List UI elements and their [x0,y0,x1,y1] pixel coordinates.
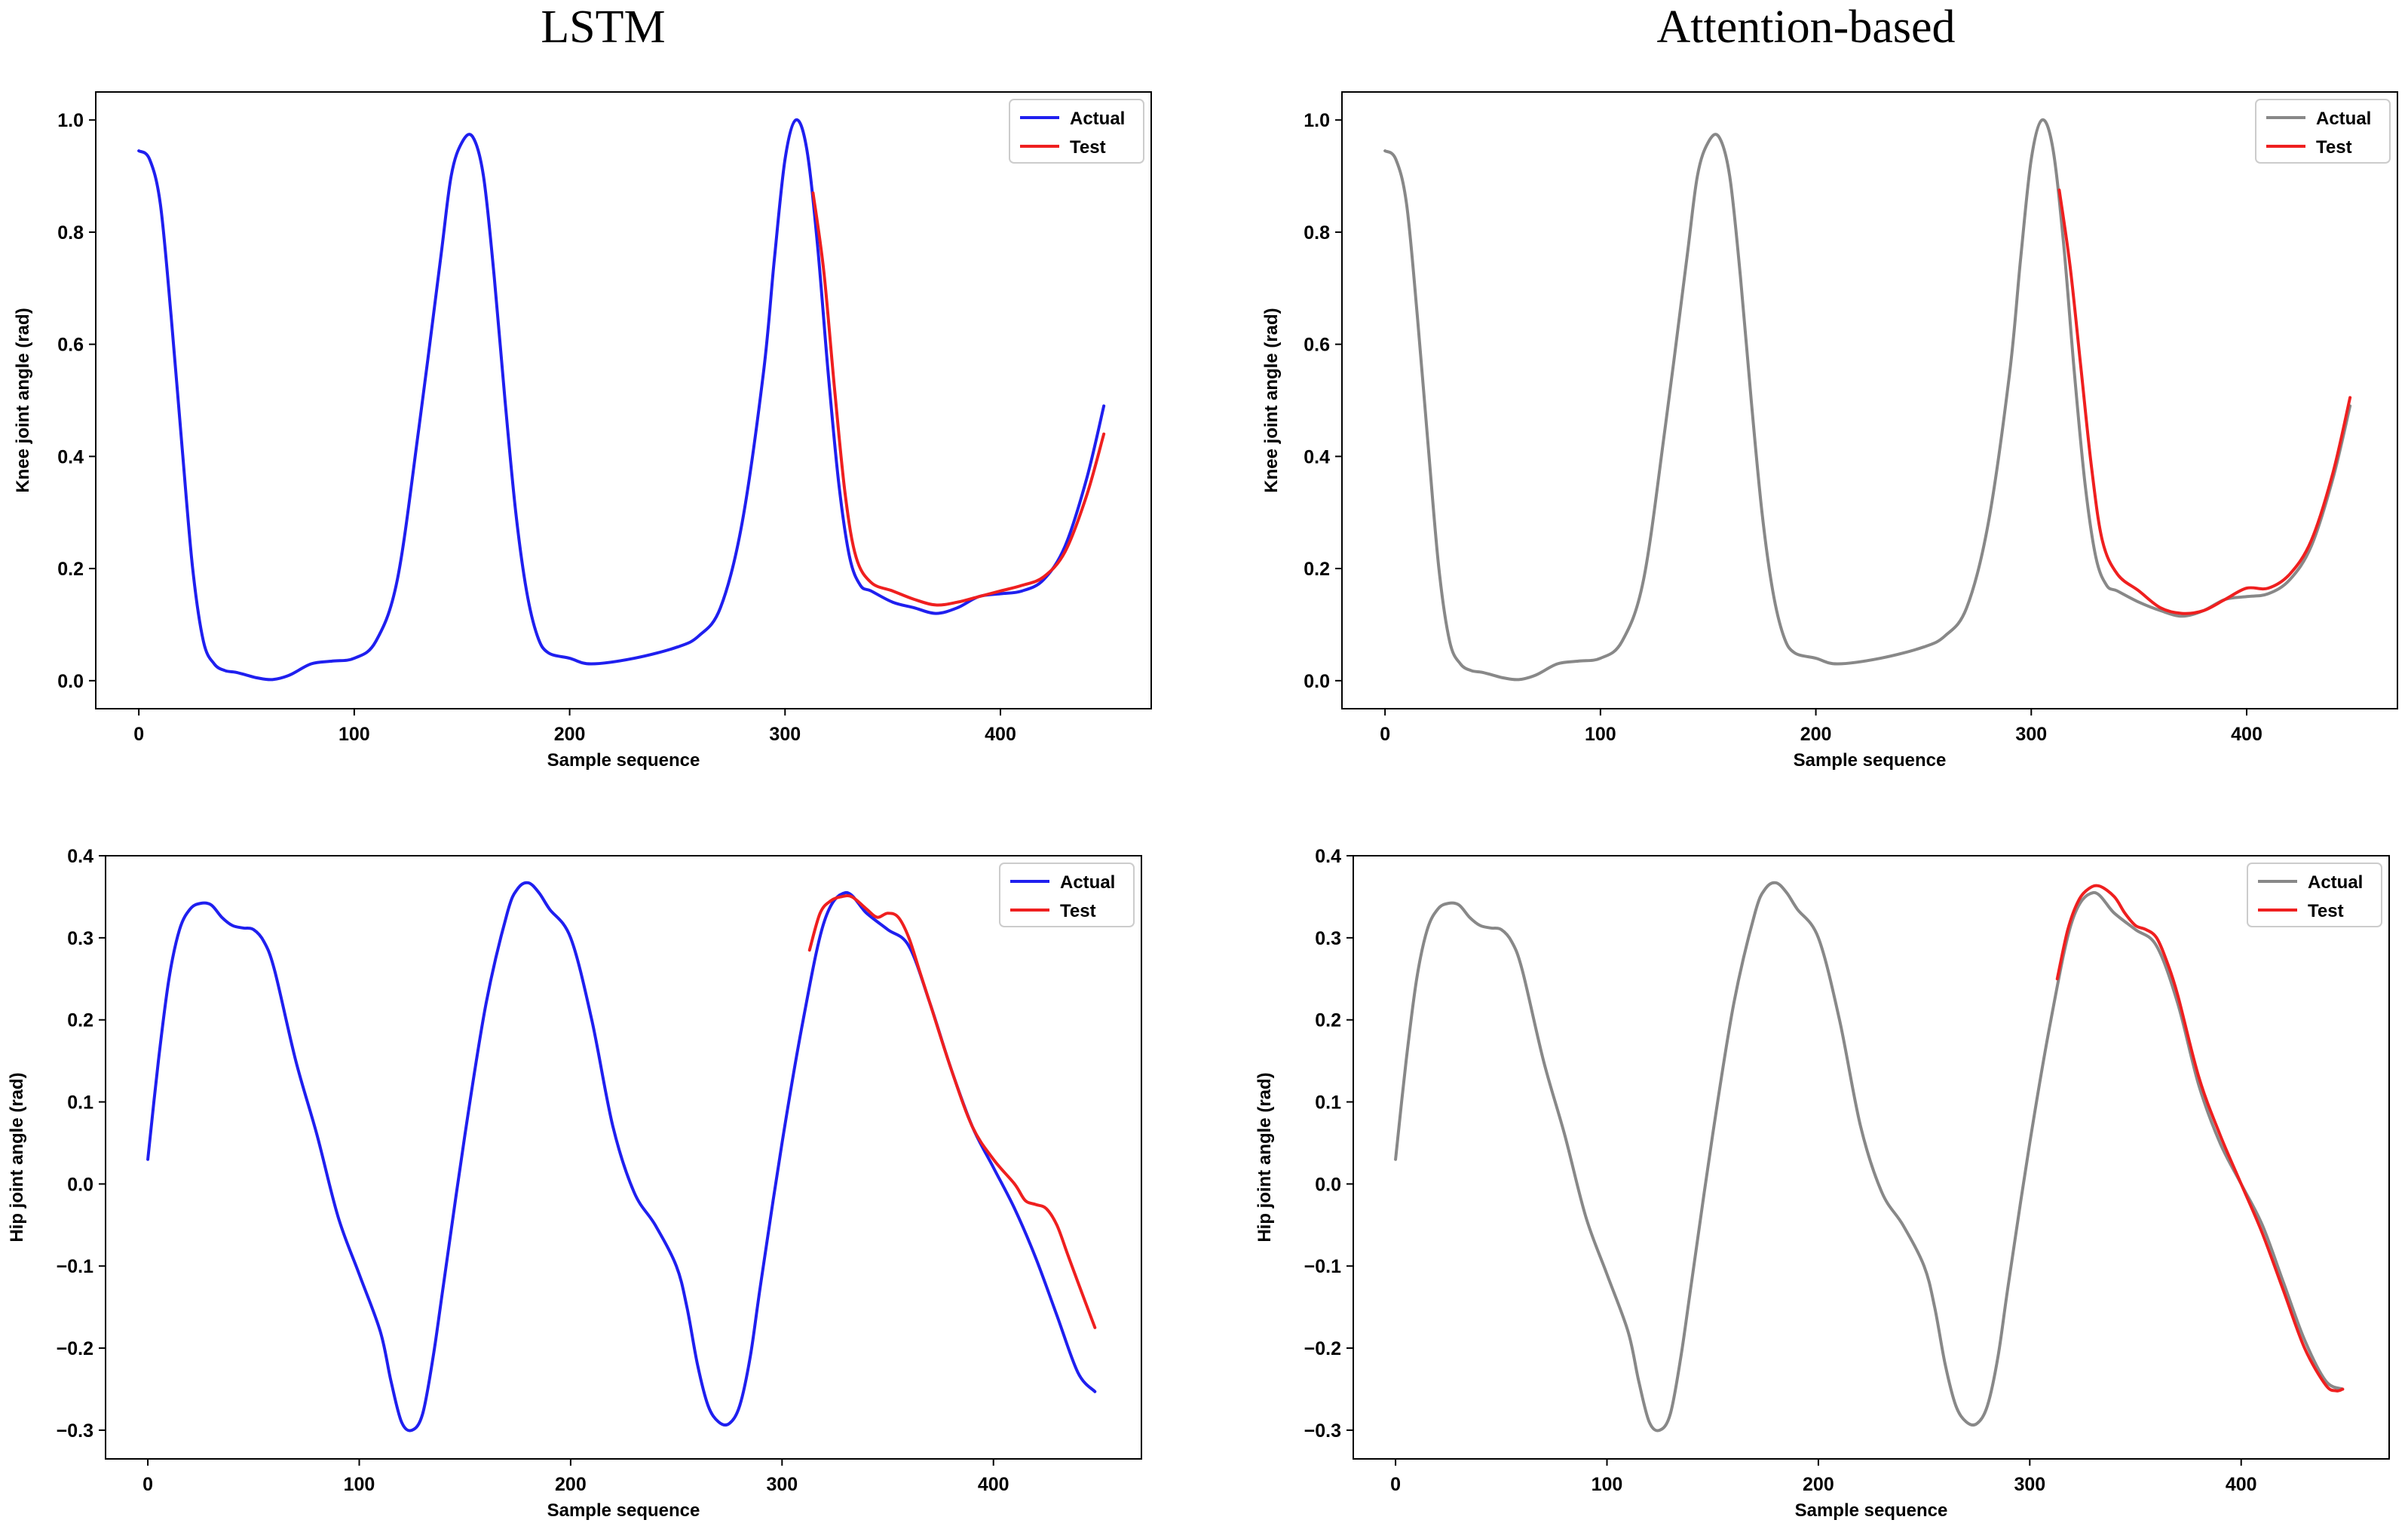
y-tick-label: 1.0 [1304,110,1330,131]
x-tick-label: 300 [2015,724,2047,745]
series-line-test [807,893,1097,1329]
axes-frame [1341,91,2398,709]
x-tick-label: 400 [2231,724,2262,745]
y-tick-label: 0.3 [1315,928,1341,949]
series-line-actual [1383,118,2352,682]
x-tick-label: 300 [2014,1474,2045,1495]
legend-label-actual: Actual [2308,872,2363,893]
legend-label-actual: Actual [2316,109,2371,129]
y-axis-label: Knee joint angle (rad) [1261,308,1282,492]
y-tick-label: 0.8 [1304,222,1330,244]
column-title-attention: Attention-based [1656,2,1956,53]
y-tick-label: −0.3 [57,1420,93,1442]
series-line-actual [1394,881,2345,1433]
y-tick-label: 0.1 [1315,1092,1341,1114]
y-tick-label: 0.2 [57,559,84,580]
legend-label-actual: Actual [1060,872,1115,893]
x-tick-label: 200 [555,1474,587,1495]
x-tick-label: 200 [1803,1474,1834,1495]
series-line-test [811,191,1106,607]
axes-frame [1353,855,2390,1460]
x-tick-label: 100 [339,724,370,745]
column-title-lstm: LSTM [541,2,666,53]
x-tick-label: 300 [769,724,801,745]
x-axis-label: Sample sequence [547,1500,700,1521]
x-tick-label: 100 [344,1474,375,1495]
x-tick-label: 100 [1585,724,1616,745]
y-axis-label: Knee joint angle (rad) [13,308,33,492]
y-tick-label: 0.2 [1304,559,1330,580]
y-tick-label: 0.2 [67,1010,93,1031]
series-line-actual [146,881,1097,1433]
y-axis-label: Hip joint angle (rad) [1255,1072,1275,1242]
x-tick-label: 0 [1380,724,1390,745]
axes-frame [95,91,1152,709]
y-tick-label: −0.1 [1304,1256,1341,1277]
y-tick-label: −0.2 [57,1338,93,1359]
y-tick-label: −0.3 [1304,1420,1341,1442]
series-line-test [2055,884,2345,1393]
y-tick-label: 0.4 [1304,446,1330,467]
chart-attention-knee: 0 100 200 300 400 0.0 0.2 0.4 0.6 0.8 1.0 Sample se… [1261,91,2398,771]
x-axis-label: Sample sequence [1795,1500,1948,1521]
y-tick-label: 0.1 [67,1092,93,1114]
x-tick-label: 0 [133,724,144,745]
y-tick-label: 0.0 [57,671,84,692]
series-line-test [2057,188,2352,615]
y-tick-label: 0.3 [67,928,93,949]
x-tick-label: 400 [978,1474,1009,1495]
y-tick-label: 1.0 [57,110,84,131]
x-tick-label: 300 [766,1474,798,1495]
legend-label-test: Test [1060,901,1096,921]
x-axis-label: Sample sequence [1794,750,1947,771]
y-axis-label: Hip joint angle (rad) [7,1072,27,1242]
x-tick-label: 0 [142,1474,153,1495]
x-tick-label: 200 [1800,724,1832,745]
y-tick-label: 0.6 [57,335,84,356]
x-tick-label: 200 [554,724,586,745]
series-line-actual [137,118,1106,682]
legend-label-test: Test [2308,901,2344,921]
y-tick-label: −0.1 [57,1256,93,1277]
legend-label-test: Test [2316,137,2352,158]
y-tick-label: 0.0 [1315,1174,1341,1195]
chart-lstm-knee: 0 100 200 300 400 0.0 0.2 0.4 0.6 0.8 1.0 Sample se… [13,91,1152,771]
y-tick-label: 0.2 [1315,1010,1341,1031]
chart-lstm-hip: 0 100 200 300 400 −0.3 −0.2 −0.1 0.0 0.1 0.2 0.3 0.4… [7,846,1142,1521]
y-tick-label: 0.4 [1315,846,1341,867]
legend-label-test: Test [1070,137,1106,158]
y-tick-label: 0.0 [1304,671,1330,692]
x-tick-label: 400 [2226,1474,2257,1495]
y-tick-label: 0.0 [67,1174,93,1195]
y-tick-label: 0.4 [67,846,93,867]
x-tick-label: 400 [985,724,1016,745]
x-tick-label: 0 [1390,1474,1401,1495]
legend-label-actual: Actual [1070,109,1125,129]
y-tick-label: 0.6 [1304,335,1330,356]
y-tick-label: 0.4 [57,446,84,467]
y-tick-label: 0.8 [57,222,84,244]
y-tick-label: −0.2 [1304,1338,1341,1359]
axes-frame [105,855,1142,1460]
x-axis-label: Sample sequence [547,750,700,771]
x-tick-label: 100 [1592,1474,1623,1495]
